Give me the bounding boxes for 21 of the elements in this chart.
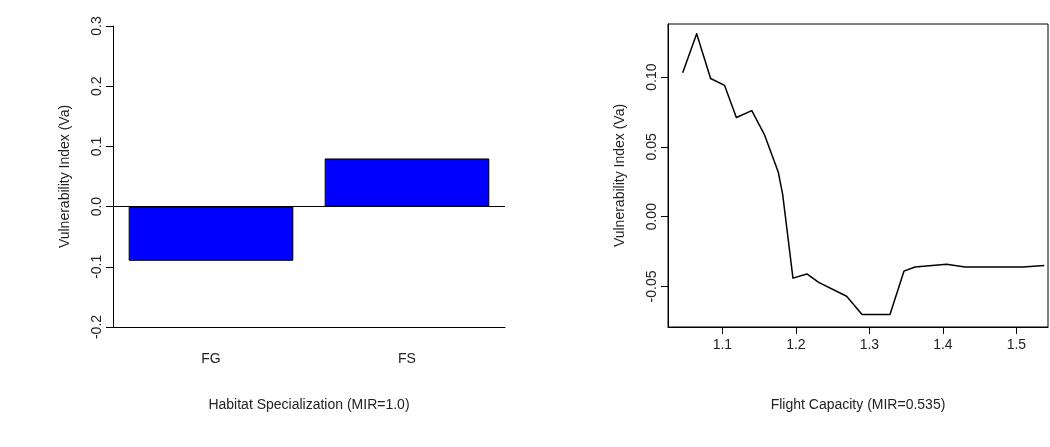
y-tick-label: 0.10 (643, 63, 659, 91)
x-tick-label: 1.2 (786, 336, 806, 352)
y-tick-label: 0.2 (88, 76, 104, 96)
y-axis-title: Vulnerability Index (Va) (611, 103, 627, 248)
y-tick-label: -0.05 (643, 270, 659, 303)
y-tick-label: 0.1 (88, 136, 104, 157)
y-axis-title: Vulnerability Index (Va) (56, 104, 72, 249)
x-axis-title: Flight Capacity (MIR=0.535) (770, 396, 946, 412)
y-tick-label: -0.2 (88, 314, 104, 340)
x-tick-label: 1.1 (712, 336, 733, 352)
y-tick-label: 0.3 (88, 16, 104, 36)
y-tick-label: 0.0 (88, 196, 104, 217)
y-tick-label: 0.00 (643, 202, 659, 231)
y-tick-label: -0.1 (88, 254, 104, 279)
x-tick-label: FG (201, 350, 221, 366)
x-tick-label: 1.3 (859, 336, 880, 352)
y-tick-label: 0.05 (643, 133, 659, 161)
x-tick-label: 1.4 (933, 336, 953, 352)
x-axis-title: Habitat Specialization (MIR=1.0) (208, 396, 410, 412)
x-tick-label: 1.5 (1006, 336, 1027, 352)
x-tick-label: FS (398, 350, 416, 366)
